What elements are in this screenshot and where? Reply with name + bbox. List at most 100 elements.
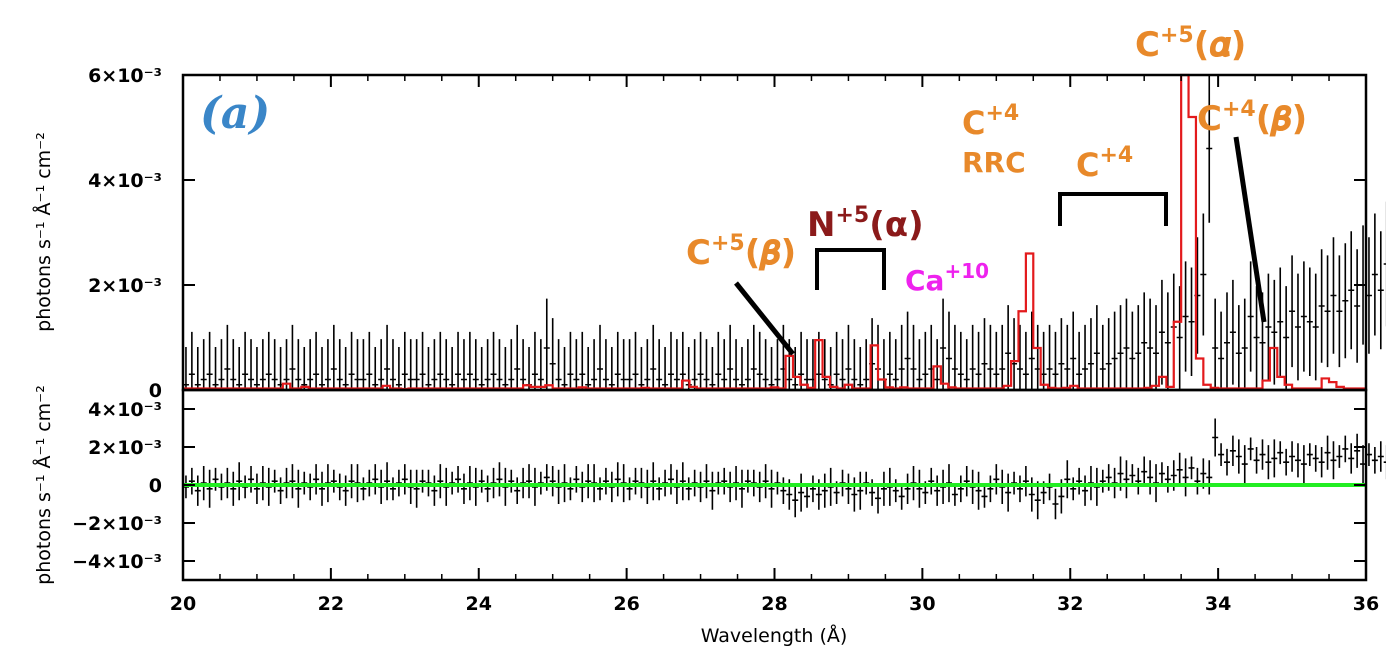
residual-point <box>313 464 320 495</box>
annotation-c4-beta: C+4(𝜷) <box>1197 97 1307 139</box>
residual-point <box>1235 439 1242 474</box>
data-point <box>248 339 255 390</box>
data-point <box>1016 324 1023 390</box>
residual-point <box>1377 441 1384 472</box>
data-point <box>1046 324 1053 390</box>
residual-point <box>685 477 692 501</box>
data-point <box>1294 273 1301 381</box>
residual-point <box>898 483 905 510</box>
data-point <box>591 339 598 390</box>
data-point <box>667 331 674 390</box>
residual-point <box>1135 467 1142 495</box>
data-point <box>1283 286 1290 389</box>
data-point <box>295 339 302 390</box>
residual-point <box>348 464 355 499</box>
residual-point <box>993 464 1000 495</box>
c5-beta-pointer <box>734 281 795 356</box>
axis-ticks <box>182 74 1367 580</box>
residual-point <box>1194 467 1201 495</box>
data-point <box>857 346 864 390</box>
residual-point <box>212 467 219 491</box>
residual-point <box>1206 460 1213 495</box>
residual-point <box>738 469 745 508</box>
residual-point <box>1259 439 1266 470</box>
data-point <box>1229 279 1236 385</box>
data-point <box>1153 305 1160 390</box>
data-point <box>378 339 385 390</box>
residual-point <box>957 475 964 503</box>
annotation-n5-alpha-base: N <box>807 205 835 245</box>
svg-text:C+4: C+4 <box>962 101 1019 142</box>
data-point <box>283 339 290 390</box>
data-point <box>1271 279 1278 385</box>
residual-point <box>526 464 533 499</box>
data-point <box>715 331 722 390</box>
data-point <box>703 339 710 390</box>
residual-point <box>271 469 278 493</box>
x-tick-label: 30 <box>909 593 935 615</box>
residual-point <box>656 477 663 501</box>
data-point <box>520 339 527 390</box>
residual-point <box>1371 447 1378 474</box>
data-point <box>224 324 231 390</box>
data-point <box>543 298 550 390</box>
data-point <box>301 346 308 390</box>
residual-point <box>342 475 349 506</box>
data-point <box>727 324 734 390</box>
residual-point <box>1082 475 1089 506</box>
y-axis-title-top: photons s⁻¹ Å⁻¹ cm⁻² <box>32 132 55 332</box>
annotation-ca10: Ca+10 <box>905 259 989 297</box>
data-point <box>537 339 544 390</box>
residual-point <box>1212 418 1219 457</box>
residual-point <box>667 464 674 495</box>
data-point <box>1087 318 1094 390</box>
data-point <box>573 339 580 390</box>
y-tick-label-top: 4×10⁻³ <box>88 170 162 192</box>
data-point <box>733 339 740 390</box>
residual-point <box>845 473 852 504</box>
residual-point <box>484 475 491 503</box>
c4-bracket-line <box>1058 192 1168 226</box>
data-point <box>756 331 763 390</box>
residual-point <box>253 473 260 504</box>
y-tick-label-bottom: 2×10⁻³ <box>88 437 162 459</box>
data-point <box>1289 255 1296 368</box>
data-point <box>236 346 243 390</box>
x-tick-label: 32 <box>1057 593 1083 615</box>
data-point <box>945 311 952 390</box>
data-point <box>360 339 367 390</box>
annotation-n5-alpha: N+5(α) <box>807 203 924 245</box>
residual-point <box>360 477 367 501</box>
y-tick-label-bottom: −2×10⁻³ <box>72 513 162 535</box>
data-point <box>372 346 379 390</box>
data-point <box>1028 311 1035 390</box>
residual-point <box>703 464 710 499</box>
residual-point <box>1383 445 1386 480</box>
residual-point <box>401 464 408 495</box>
data-point <box>348 331 355 390</box>
data-point <box>1176 286 1183 389</box>
residual-point <box>1147 460 1154 495</box>
data-point <box>762 339 769 390</box>
data-point <box>1212 298 1219 390</box>
data-point <box>1318 249 1325 363</box>
residual-point <box>632 467 639 495</box>
residual-point <box>508 469 515 493</box>
data-point <box>443 339 450 390</box>
data-point <box>1022 331 1029 390</box>
annotation-c4-bracket-sup: +4 <box>1099 143 1133 168</box>
data-point <box>1070 311 1077 390</box>
y-tick-label-bottom: 0 <box>149 475 162 497</box>
data-point <box>526 346 533 390</box>
residual-point <box>1182 458 1189 497</box>
data-point <box>401 331 408 390</box>
top-panel-marks <box>182 73 1386 391</box>
residual-point <box>975 471 982 510</box>
residual-point <box>1099 469 1106 493</box>
data-point <box>981 318 988 390</box>
annotation-c4-beta-base: C <box>1197 99 1222 139</box>
data-point <box>1111 311 1118 390</box>
residual-point <box>1271 439 1278 478</box>
data-point <box>602 339 609 390</box>
